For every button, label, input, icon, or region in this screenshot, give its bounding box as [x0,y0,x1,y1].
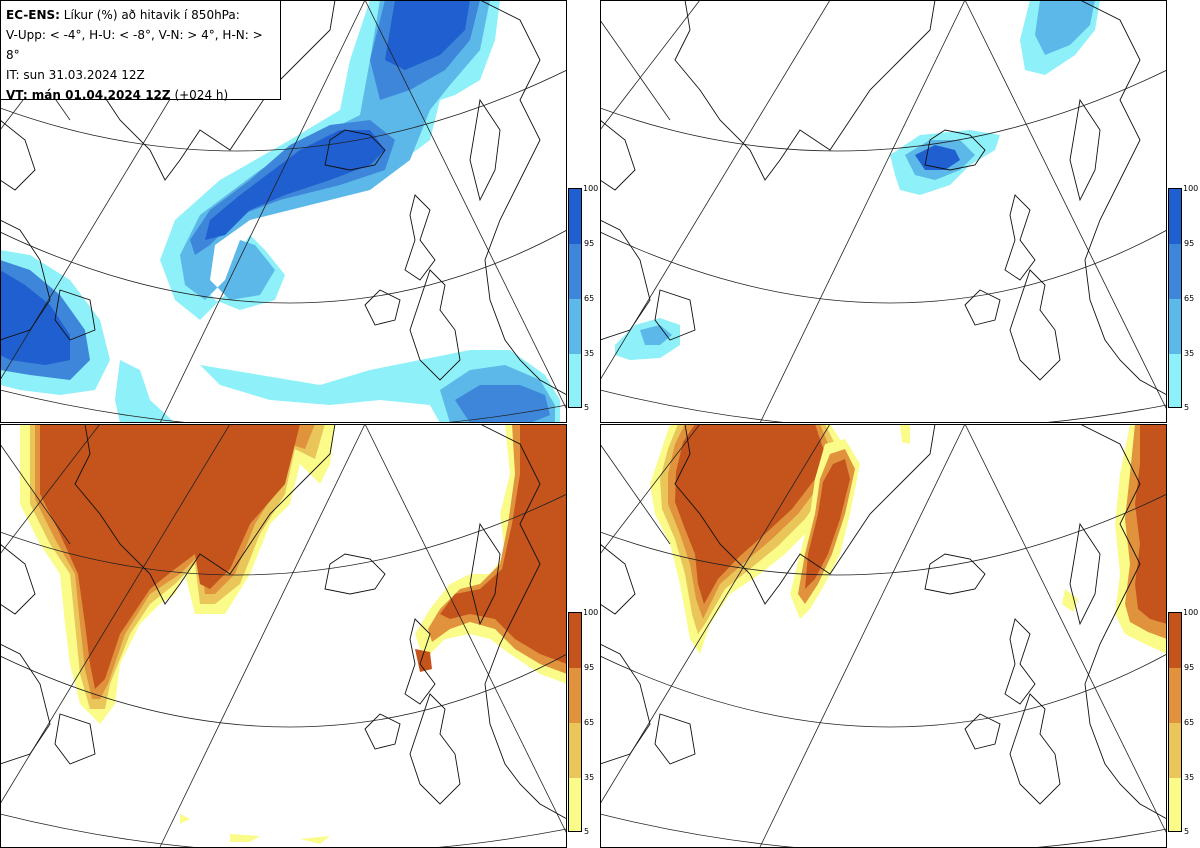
lead-time: (+024 h) [174,88,229,102]
colorbar-cold-4: 100 95 65 35 5 [568,184,600,412]
colorbar-tick: 5 [1184,403,1190,412]
colorbar-tick: 35 [584,773,595,782]
colorbar-cold-8: 100 95 65 35 5 [1168,184,1200,412]
colorbar-tick: 65 [1184,294,1195,303]
chart-title: Líkur (%) að hitavik í 850hPa: [63,8,240,22]
colorbar-tick: 65 [584,718,595,727]
colorbar-tick: 100 [583,184,599,193]
colorbar-warm-8: 100 95 65 35 5 [1168,608,1200,836]
map-panel-cold-8 [600,0,1167,423]
map-panel-cold-4 [0,0,567,423]
colorbar-tick: 65 [1184,718,1195,727]
colorbar-tick: 100 [1183,184,1199,193]
info-box: EC-ENS: Líkur (%) að hitavik í 850hPa: V… [0,0,281,102]
valid-time: VT: mán 01.04.2024 12Z [6,88,171,102]
colorbar-tick: 35 [1184,773,1195,782]
map-panel-warm-8 [600,424,1167,848]
probability-map-cold-8 [600,0,1167,423]
colorbar-tick: 35 [584,349,595,358]
colorbar-tick: 95 [1184,239,1195,248]
colorbar-tick: 5 [584,827,590,836]
colorbar-tick: 100 [1183,608,1199,617]
probability-map-warm-4 [0,424,567,848]
colorbar-tick: 100 [583,608,599,617]
colorbar-tick: 95 [584,239,595,248]
init-time: IT: sun 31.03.2024 12Z [6,68,145,82]
colorbar-tick: 5 [1184,827,1190,836]
map-panel-warm-4 [0,424,567,848]
model-label: EC-ENS: [6,8,60,22]
probability-map-warm-8 [600,424,1167,848]
threshold-legend: V-Upp: < -4°, H-U: < -8°, V-N: > 4°, H-N… [6,28,263,62]
colorbar-tick: 35 [1184,349,1195,358]
probability-map-cold-4 [0,0,567,423]
colorbar-tick: 5 [584,403,590,412]
colorbar-tick: 95 [1184,663,1195,672]
colorbar-warm-4: 100 95 65 35 5 [568,608,600,836]
colorbar-tick: 65 [584,294,595,303]
colorbar-tick: 95 [584,663,595,672]
